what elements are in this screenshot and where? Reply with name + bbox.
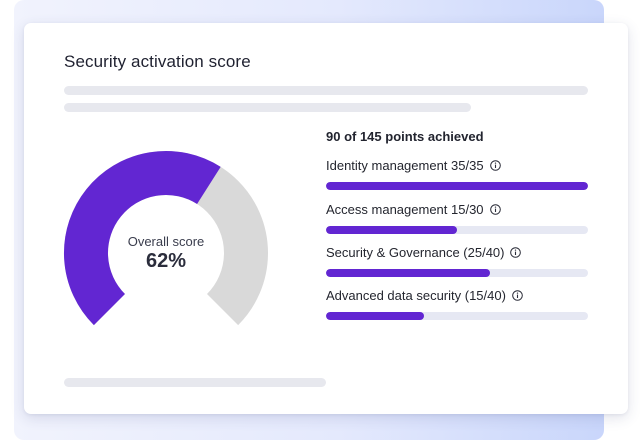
info-icon[interactable] <box>489 159 501 171</box>
metric-access-management: Access management 15/30 <box>326 200 588 234</box>
progress-fill <box>326 312 425 320</box>
metric-label: Advanced data security (15/40) <box>326 287 506 303</box>
progress-fill <box>326 182 588 190</box>
score-gauge: Overall score 62% <box>52 148 280 348</box>
progress-fill <box>326 226 457 234</box>
progress-track <box>326 226 588 234</box>
progress-track <box>326 312 588 320</box>
gauge-fill <box>64 150 221 326</box>
metric-label: Security & Governance (25/40) <box>326 244 505 260</box>
gauge-value: 62% <box>145 250 187 272</box>
metric-label: Access management 15/30 <box>326 201 484 217</box>
gauge-chart <box>64 150 268 326</box>
points-summary: 90 of 145 points achieved <box>326 129 484 144</box>
metric-advanced-data-security: Advanced data security (15/40) <box>326 286 588 320</box>
metric-security-governance: Security & Governance (25/40) <box>326 243 588 277</box>
progress-track <box>326 182 588 190</box>
metric-label: Identity management 35/35 <box>326 157 484 173</box>
skeleton-line <box>64 103 471 112</box>
progress-fill <box>326 269 490 277</box>
skeleton-line <box>64 86 588 95</box>
metric-identity-management: Identity management 35/35 <box>326 156 588 190</box>
security-score-card: Security activation score Overall score … <box>24 23 628 414</box>
gauge-label: Overall score <box>127 234 205 249</box>
info-icon[interactable] <box>510 246 522 258</box>
progress-track <box>326 269 588 277</box>
info-icon[interactable] <box>512 289 523 301</box>
card-title: Security activation score <box>64 52 251 71</box>
info-icon[interactable] <box>489 203 501 215</box>
skeleton-line <box>64 378 326 387</box>
